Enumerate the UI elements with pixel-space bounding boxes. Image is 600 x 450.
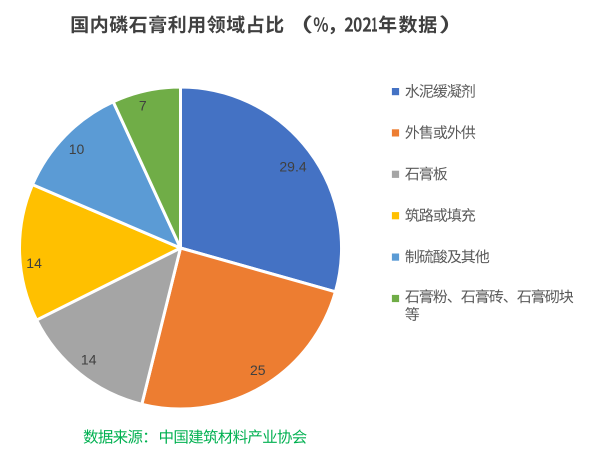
svg-text:7: 7 [139, 98, 147, 114]
svg-text:14: 14 [26, 255, 42, 271]
svg-text:10: 10 [69, 141, 85, 157]
svg-text:25: 25 [250, 362, 266, 378]
svg-text:29.4: 29.4 [279, 159, 306, 175]
svg-text:14: 14 [81, 352, 97, 368]
